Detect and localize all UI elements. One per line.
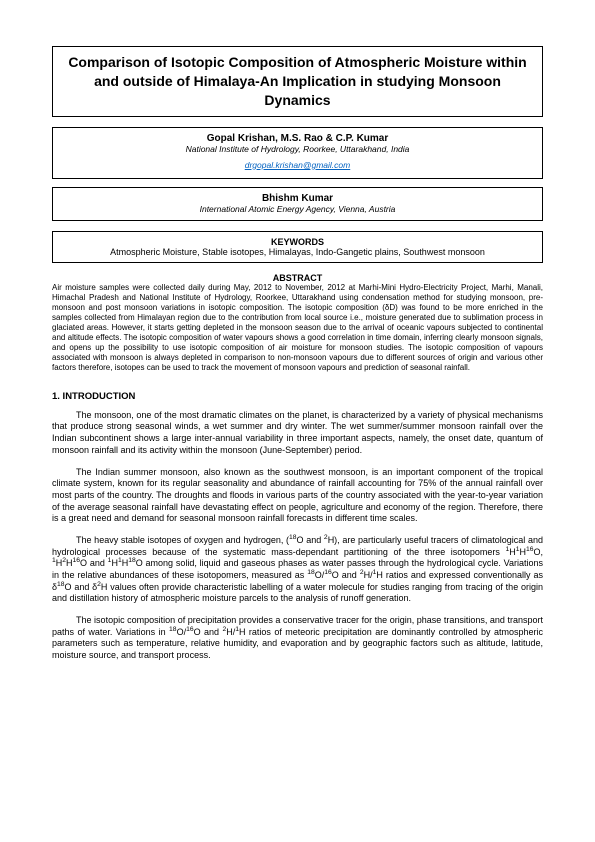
section-1-para-4: The isotopic composition of precipitatio… <box>52 615 543 662</box>
author-names-2: Bhishm Kumar <box>63 193 532 204</box>
section-1-para-3: The heavy stable isotopes of oxygen and … <box>52 535 543 605</box>
author-email-link[interactable]: drgopal.krishan@gmail.com <box>245 160 350 170</box>
keywords-body: Atmospheric Moisture, Stable isotopes, H… <box>63 247 532 257</box>
abstract-block: ABSTRACT Air moisture samples were colle… <box>52 273 543 373</box>
section-1-para-2: The Indian summer monsoon, also known as… <box>52 467 543 525</box>
title-box: Comparison of Isotopic Composition of At… <box>52 46 543 117</box>
abstract-body: Air moisture samples were collected dail… <box>52 283 543 373</box>
abstract-title: ABSTRACT <box>52 273 543 283</box>
author-names-1: Gopal Krishan, M.S. Rao & C.P. Kumar <box>63 133 532 144</box>
author-affiliation-1: National Institute of Hydrology, Roorkee… <box>63 144 532 155</box>
author-box-2: Bhishm Kumar International Atomic Energy… <box>52 187 543 221</box>
author-box-1: Gopal Krishan, M.S. Rao & C.P. Kumar Nat… <box>52 127 543 179</box>
paper-title: Comparison of Isotopic Composition of At… <box>63 53 532 110</box>
keywords-title: KEYWORDS <box>63 237 532 247</box>
section-1-para-1: The monsoon, one of the most dramatic cl… <box>52 410 543 457</box>
author-affiliation-2: International Atomic Energy Agency, Vien… <box>63 204 532 215</box>
section-1-title: 1. INTRODUCTION <box>52 391 543 402</box>
keywords-box: KEYWORDS Atmospheric Moisture, Stable is… <box>52 231 543 263</box>
